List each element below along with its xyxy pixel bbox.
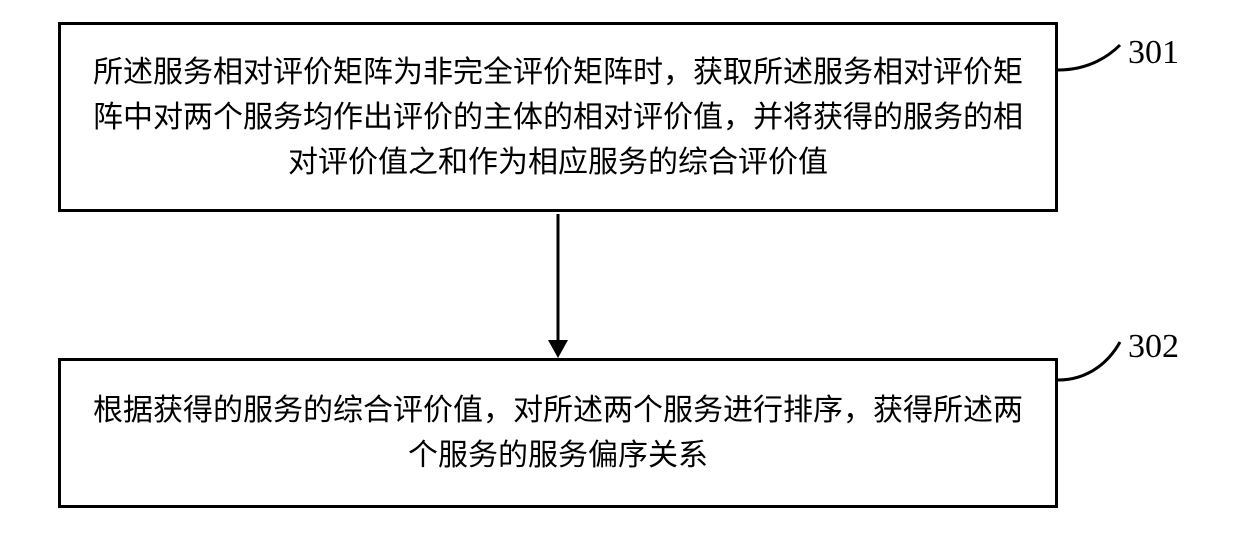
flowchart-node-2-text: 根据获得的服务的综合评价值，对所述两个服务进行排序，获得所述两个服务的服务偏序关… <box>81 388 1035 478</box>
flowchart-node-2: 根据获得的服务的综合评价值，对所述两个服务进行排序，获得所述两个服务的服务偏序关… <box>58 358 1058 508</box>
flowchart-node-1-text: 所述服务相对评价矩阵为非完全评价矩阵时，获取所述服务相对评价矩阵中对两个服务均作… <box>81 50 1035 185</box>
flowchart-canvas: 所述服务相对评价矩阵为非完全评价矩阵时，获取所述服务相对评价矩阵中对两个服务均作… <box>0 0 1239 547</box>
flowchart-node-1: 所述服务相对评价矩阵为非完全评价矩阵时，获取所述服务相对评价矩阵中对两个服务均作… <box>58 22 1058 212</box>
flowchart-label-2: 302 <box>1128 328 1179 366</box>
flowchart-label-1: 301 <box>1128 34 1179 72</box>
